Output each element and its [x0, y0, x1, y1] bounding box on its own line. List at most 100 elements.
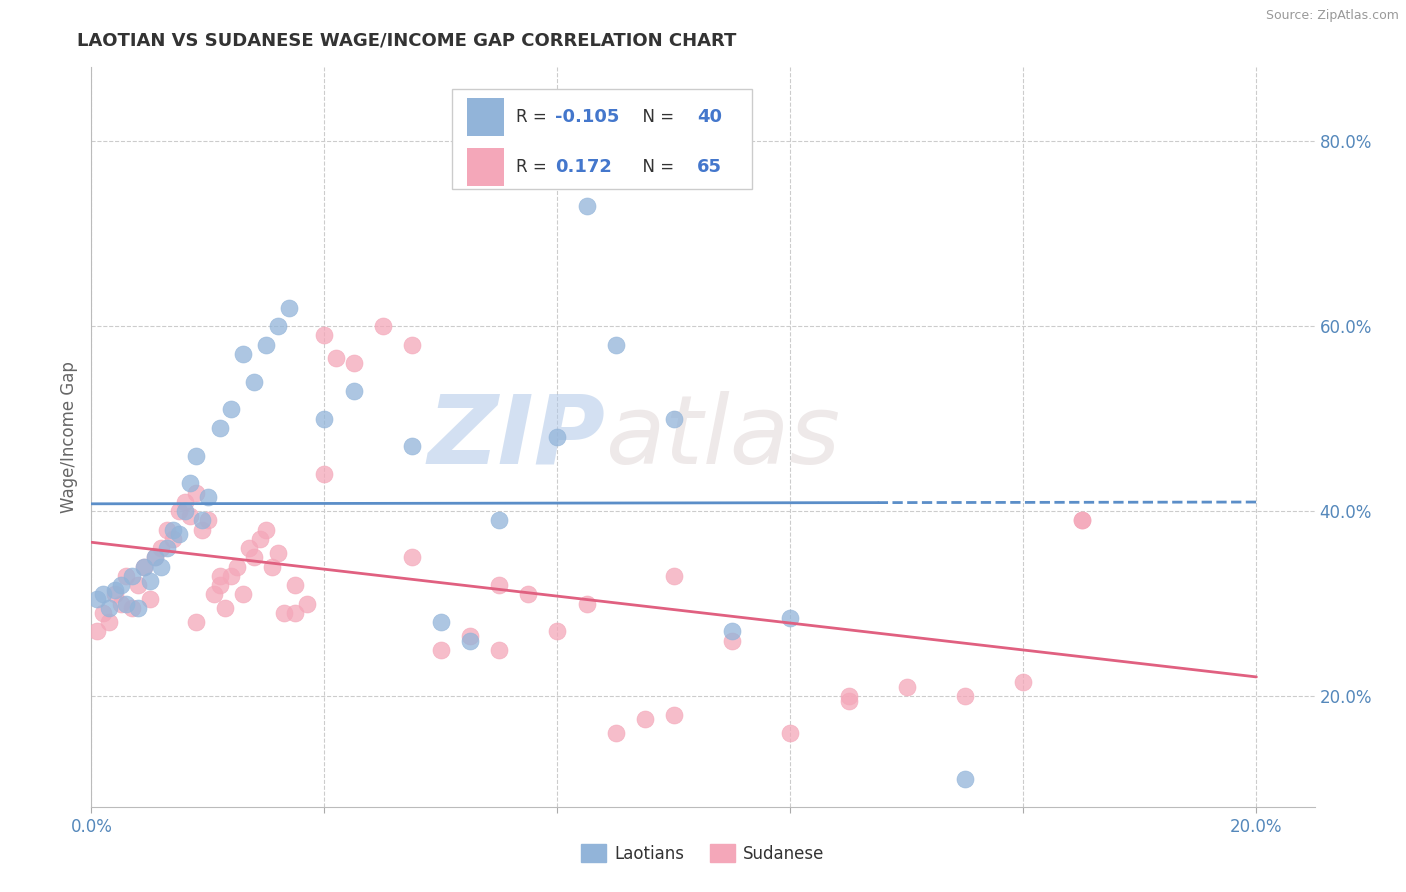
Point — [173, 495, 195, 509]
Point — [115, 597, 138, 611]
Point — [546, 430, 568, 444]
Text: 0.172: 0.172 — [555, 158, 612, 176]
Point — [238, 541, 260, 555]
Point — [662, 707, 685, 722]
Point — [156, 523, 179, 537]
Point — [110, 597, 132, 611]
Text: N =: N = — [633, 158, 679, 176]
Text: LAOTIAN VS SUDANESE WAGE/INCOME GAP CORRELATION CHART: LAOTIAN VS SUDANESE WAGE/INCOME GAP CORR… — [77, 31, 737, 49]
Point — [132, 559, 155, 574]
Point — [97, 615, 120, 630]
Point — [488, 578, 510, 592]
Point — [173, 504, 195, 518]
Point — [342, 384, 364, 398]
Point — [202, 587, 225, 601]
Point — [314, 411, 336, 425]
Point — [162, 532, 184, 546]
Point — [121, 569, 143, 583]
Point — [156, 541, 179, 555]
Point — [138, 574, 160, 588]
Point — [267, 319, 290, 334]
Point — [179, 476, 201, 491]
Point — [1012, 675, 1035, 690]
Point — [127, 601, 149, 615]
Text: N =: N = — [633, 108, 679, 126]
Point — [167, 504, 190, 518]
Point — [186, 485, 208, 500]
Point — [295, 597, 318, 611]
Point — [127, 578, 149, 592]
Point — [115, 569, 138, 583]
Point — [219, 402, 242, 417]
Point — [575, 597, 598, 611]
Point — [167, 527, 190, 541]
Point — [371, 319, 394, 334]
Point — [138, 592, 160, 607]
Point — [97, 601, 120, 615]
Point — [517, 587, 540, 601]
Point — [284, 606, 307, 620]
Point — [104, 587, 127, 601]
Text: 65: 65 — [697, 158, 721, 176]
Point — [121, 601, 143, 615]
Point — [243, 375, 266, 389]
Point — [162, 523, 184, 537]
Bar — [467, 148, 503, 186]
Point — [226, 559, 249, 574]
Point — [401, 337, 423, 351]
Text: R =: R = — [516, 158, 551, 176]
Point — [488, 513, 510, 527]
Point — [219, 569, 242, 583]
Point — [838, 689, 860, 703]
Point — [273, 606, 295, 620]
Point — [721, 633, 744, 648]
Point — [197, 490, 219, 504]
Point — [179, 508, 201, 523]
Point — [721, 624, 744, 639]
Y-axis label: Wage/Income Gap: Wage/Income Gap — [59, 361, 77, 513]
Point — [401, 439, 423, 453]
Point — [546, 624, 568, 639]
Point — [325, 351, 347, 366]
Point — [260, 559, 283, 574]
Point — [314, 467, 336, 482]
Point — [191, 513, 214, 527]
Point — [430, 615, 453, 630]
Point — [314, 328, 336, 343]
Point — [150, 541, 173, 555]
Point — [186, 449, 208, 463]
Point — [243, 550, 266, 565]
Point — [86, 592, 108, 607]
Point — [267, 546, 290, 560]
Legend: Laotians, Sudanese: Laotians, Sudanese — [575, 838, 831, 870]
Point — [278, 301, 301, 315]
Text: ZIP: ZIP — [427, 391, 605, 483]
Text: Source: ZipAtlas.com: Source: ZipAtlas.com — [1265, 9, 1399, 22]
Bar — [467, 98, 503, 136]
Point — [104, 582, 127, 597]
Text: R =: R = — [516, 108, 551, 126]
Point — [91, 606, 114, 620]
Point — [1070, 513, 1092, 527]
Point — [779, 726, 801, 740]
Point — [191, 523, 214, 537]
Point — [145, 550, 167, 565]
Point — [838, 694, 860, 708]
Point — [86, 624, 108, 639]
Point — [91, 587, 114, 601]
Point — [953, 772, 976, 787]
Point — [110, 578, 132, 592]
Point — [430, 643, 453, 657]
Point — [953, 689, 976, 703]
Point — [214, 601, 236, 615]
Point — [249, 532, 271, 546]
Point — [284, 578, 307, 592]
Point — [208, 421, 231, 435]
Text: 40: 40 — [697, 108, 721, 126]
Point — [342, 356, 364, 370]
Point — [401, 550, 423, 565]
Point — [197, 513, 219, 527]
Point — [254, 523, 277, 537]
Point — [208, 569, 231, 583]
Point — [605, 726, 627, 740]
